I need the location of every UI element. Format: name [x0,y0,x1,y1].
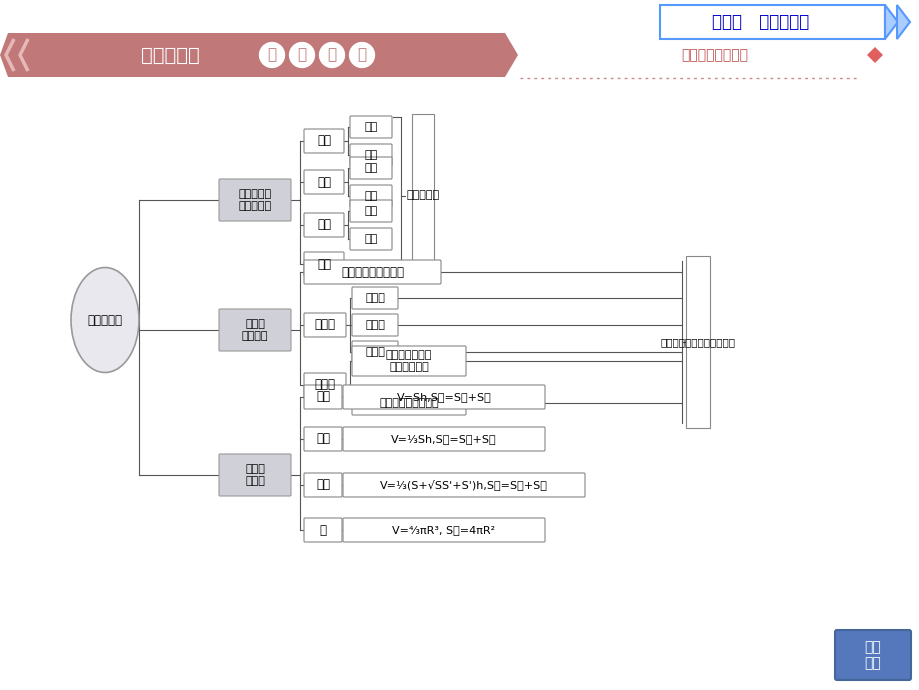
FancyBboxPatch shape [303,170,344,194]
Text: 空间几何体
的结构特征: 空间几何体 的结构特征 [238,189,271,211]
FancyBboxPatch shape [343,473,584,497]
Text: 体: 体 [267,48,277,63]
FancyBboxPatch shape [352,341,398,363]
Text: 三视图
与直观图: 三视图 与直观图 [242,319,268,341]
FancyBboxPatch shape [349,116,391,138]
Text: 栏目
导引: 栏目 导引 [864,640,880,670]
FancyBboxPatch shape [349,144,391,166]
FancyBboxPatch shape [303,260,440,284]
FancyBboxPatch shape [219,179,290,221]
Text: V=⅓Sh,S表=S侧+S底: V=⅓Sh,S表=S侧+S底 [391,434,496,444]
Polygon shape [0,33,517,77]
Ellipse shape [71,268,139,373]
Text: 棱锥: 棱锥 [364,163,377,173]
FancyBboxPatch shape [412,114,434,277]
FancyBboxPatch shape [303,427,342,451]
Text: 棱台: 棱台 [364,206,377,216]
FancyBboxPatch shape [659,5,884,39]
Text: 球体: 球体 [317,257,331,270]
FancyBboxPatch shape [303,373,346,397]
Text: 侧视图: 侧视图 [365,320,384,330]
Text: 直观图: 直观图 [314,379,335,391]
Text: 构: 构 [327,48,336,63]
FancyBboxPatch shape [343,427,544,451]
FancyBboxPatch shape [219,309,290,351]
FancyBboxPatch shape [349,157,391,179]
Text: 三视图与直观图之间的转化: 三视图与直观图之间的转化 [660,337,734,347]
FancyBboxPatch shape [834,630,910,680]
Circle shape [288,41,315,69]
FancyBboxPatch shape [343,385,544,409]
Text: 建: 建 [357,48,366,63]
FancyBboxPatch shape [303,129,344,153]
Text: 圆锥: 圆锥 [364,191,377,201]
Text: 锥体: 锥体 [315,433,330,446]
Text: 锥体: 锥体 [317,175,331,188]
Text: 正视图: 正视图 [365,293,384,303]
Text: 球: 球 [319,524,326,537]
Circle shape [318,41,346,69]
FancyBboxPatch shape [303,385,342,409]
FancyBboxPatch shape [349,228,391,250]
Text: 平行投影与中心投影: 平行投影与中心投影 [341,266,403,279]
Circle shape [347,41,376,69]
Text: 棱柱: 棱柱 [364,122,377,132]
Polygon shape [896,5,909,39]
FancyBboxPatch shape [352,391,466,415]
FancyBboxPatch shape [352,314,398,336]
FancyBboxPatch shape [303,518,342,542]
FancyBboxPatch shape [219,454,290,496]
Circle shape [257,41,286,69]
Text: 空间几何体: 空间几何体 [87,313,122,326]
FancyBboxPatch shape [343,518,544,542]
FancyBboxPatch shape [352,287,398,309]
Text: V=⅓(S+√SS'+S')h,S表=S侧+S底: V=⅓(S+√SS'+S')h,S表=S侧+S底 [380,480,548,491]
FancyBboxPatch shape [349,200,391,222]
FancyBboxPatch shape [349,185,391,207]
FancyBboxPatch shape [303,313,346,337]
Text: 圆台: 圆台 [364,234,377,244]
FancyBboxPatch shape [303,473,342,497]
Polygon shape [866,47,882,63]
Text: 简单组合体: 简单组合体 [406,190,439,201]
FancyBboxPatch shape [686,256,709,428]
Text: V=Sh,S表=S侧+S底: V=Sh,S表=S侧+S底 [396,392,491,402]
Text: 知识网络．: 知识网络． [141,46,199,64]
FancyBboxPatch shape [303,213,344,237]
Text: V=⁴⁄₃πR³, S表=4πR²: V=⁴⁄₃πR³, S表=4πR² [392,525,495,535]
Text: 系: 系 [297,48,306,63]
Text: 圆柱: 圆柱 [364,150,377,160]
Text: 第一章   空间几何体: 第一章 空间几何体 [711,13,808,31]
Text: 柱体: 柱体 [315,391,330,404]
Polygon shape [884,5,897,39]
Text: 柱体: 柱体 [317,135,331,148]
FancyBboxPatch shape [352,346,466,376]
Text: 台体: 台体 [317,219,331,232]
FancyBboxPatch shape [303,252,344,276]
Text: 空间几何体的直观图: 空间几何体的直观图 [379,398,438,408]
Text: 表面积
与体积: 表面积 与体积 [244,464,265,486]
Text: 水平放置的平面
图形的直观图: 水平放置的平面 图形的直观图 [385,351,432,372]
Text: 三视图: 三视图 [314,319,335,331]
Text: 俰视图: 俰视图 [365,347,384,357]
Text: 台体: 台体 [315,478,330,491]
Text: 织网．把脉．贯通: 织网．把脉．贯通 [681,48,748,62]
